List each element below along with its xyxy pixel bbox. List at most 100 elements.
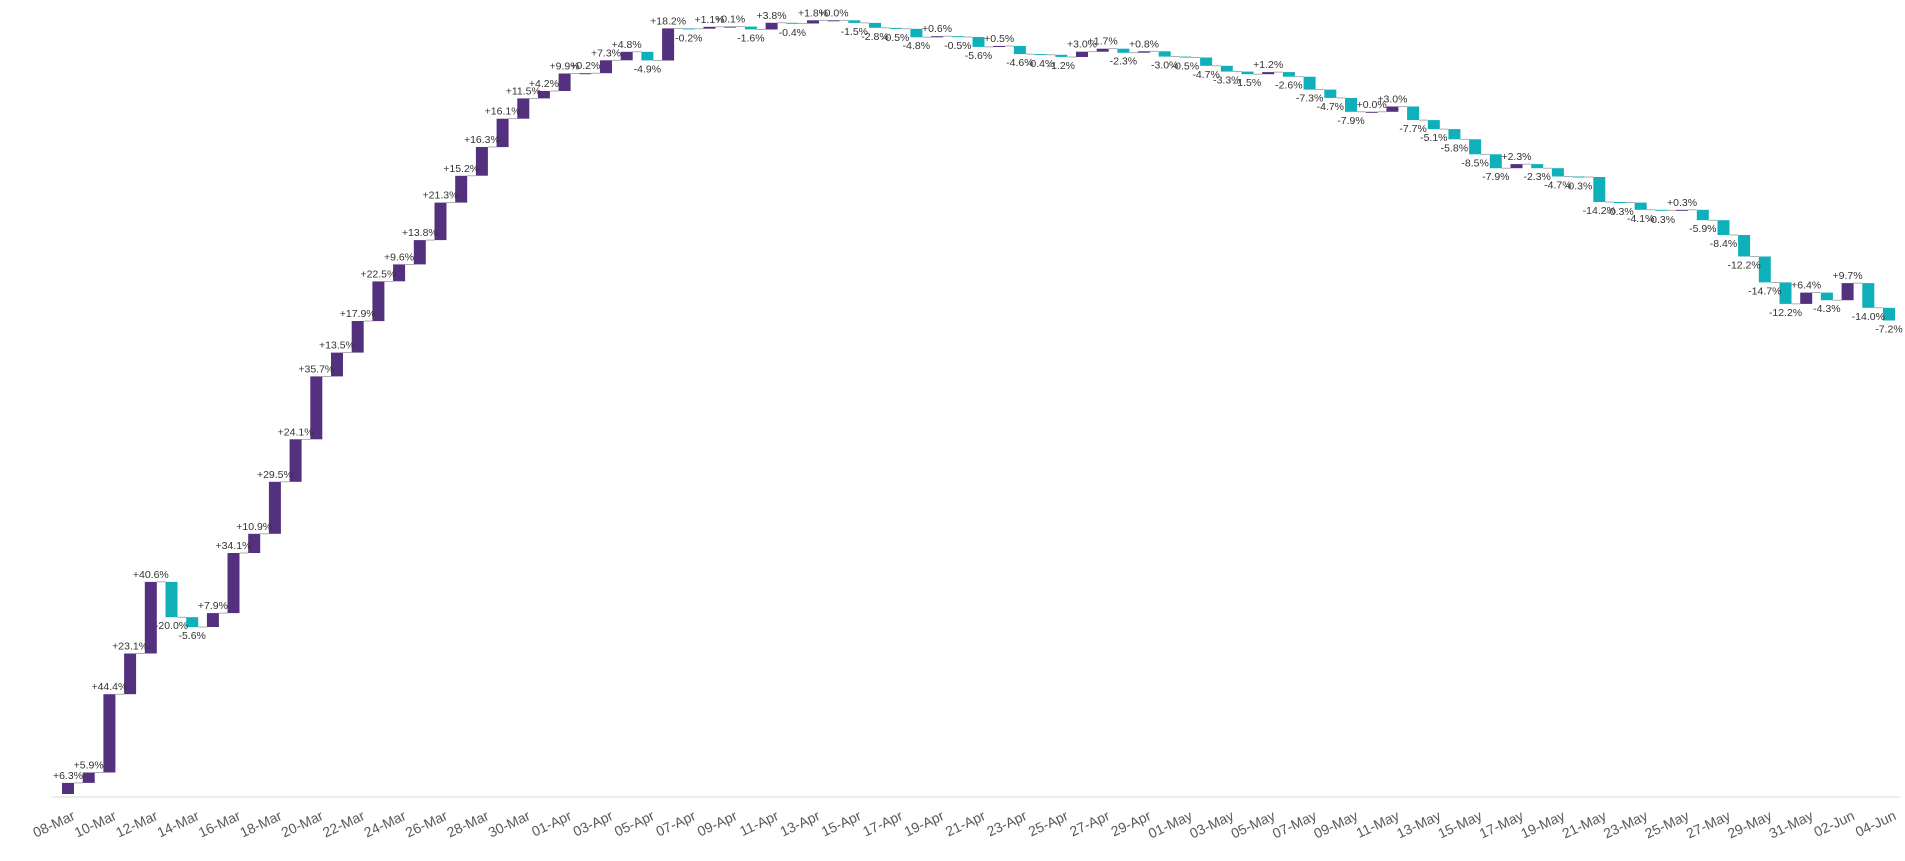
waterfall-bar-07-Apr	[682, 28, 695, 30]
x-tick-label: 07-Apr	[653, 807, 698, 839]
data-label-21-Apr: -5.6%	[965, 50, 992, 62]
x-tick-label: 15-May	[1435, 807, 1484, 841]
data-label-25-May: +0.3%	[1667, 197, 1697, 209]
data-label-04-Apr: +4.8%	[612, 39, 642, 51]
data-label-26-Apr: +3.0%	[1067, 39, 1097, 51]
data-label-06-Apr: +18.2%	[650, 15, 686, 27]
waterfall-bar-05-May	[1262, 72, 1275, 75]
x-tick-label: 23-Apr	[984, 807, 1029, 839]
x-tick-label: 17-May	[1477, 807, 1526, 841]
data-label-16-May: -7.9%	[1482, 171, 1509, 183]
data-label-28-May: -12.2%	[1727, 260, 1760, 272]
waterfall-bar-02-May	[1200, 57, 1213, 66]
waterfall-bar-16-Apr	[869, 22, 881, 28]
data-label-26-May: -5.9%	[1689, 223, 1716, 235]
waterfall-bar-23-Apr	[1013, 46, 1026, 55]
data-label-11-May: +3.0%	[1377, 94, 1407, 106]
data-label-02-Jun: +9.7%	[1833, 270, 1863, 282]
waterfall-bar-12-Mar	[144, 581, 157, 654]
data-label-09-Mar: +5.9%	[74, 760, 104, 772]
data-label-12-Apr: -0.4%	[779, 27, 806, 39]
x-tick-label: 13-Apr	[777, 807, 822, 839]
data-label-07-May: -7.3%	[1296, 93, 1323, 105]
data-label-15-Apr: -1.5%	[841, 26, 868, 38]
x-tick-label: 28-Mar	[444, 807, 491, 840]
x-tick-label: 02-Jun	[1811, 807, 1857, 840]
x-tick-label: 11-May	[1354, 807, 1402, 841]
x-tick-label: 31-May	[1766, 807, 1815, 841]
data-label-19-Mar: +24.1%	[278, 426, 314, 438]
waterfall-bar-04-Jun	[1883, 307, 1895, 321]
waterfall-bar-20-Apr	[951, 36, 964, 38]
data-label-22-Mar: +17.9%	[340, 308, 376, 320]
data-label-01-Apr: +9.9%	[550, 61, 580, 73]
data-label-26-Mar: +21.3%	[423, 190, 459, 202]
data-label-15-Mar: +7.9%	[198, 600, 228, 612]
waterfall-bar-23-May	[1634, 202, 1647, 210]
data-label-24-Apr: -0.4%	[1027, 58, 1054, 70]
data-label-12-Mar: +40.6%	[133, 569, 169, 581]
waterfall-bar-24-Apr	[1034, 54, 1047, 56]
waterfall-bar-21-Mar	[331, 352, 343, 377]
data-label-14-May: -5.8%	[1441, 142, 1468, 154]
waterfall-bar-03-Apr	[600, 60, 612, 74]
connector-lines	[74, 19, 1883, 784]
x-tick-label: 11-Apr	[737, 807, 781, 839]
data-label-27-May: -8.4%	[1710, 238, 1737, 250]
data-label-10-May: +0.0%	[1357, 99, 1387, 111]
waterfall-bar-06-Apr	[662, 28, 675, 61]
data-label-23-Apr: -4.6%	[1006, 57, 1033, 69]
data-label-30-May: -12.2%	[1769, 307, 1802, 319]
data-label-20-Apr: -0.5%	[944, 40, 971, 52]
data-label-01-May: -0.5%	[1172, 61, 1199, 73]
waterfall-bar-18-May	[1531, 164, 1544, 169]
data-label-14-Mar: -5.6%	[178, 630, 205, 642]
data-label-22-Apr: +0.5%	[984, 33, 1014, 45]
data-label-18-Mar: +29.5%	[257, 469, 293, 481]
bar-series	[62, 20, 1895, 794]
waterfall-bar-30-Mar	[517, 98, 530, 119]
data-label-16-Apr: -2.8%	[861, 31, 888, 43]
waterfall-bar-13-Apr	[807, 20, 819, 24]
x-tick-label: 01-May	[1146, 807, 1195, 841]
data-label-31-Mar: +4.2%	[529, 78, 559, 90]
x-tick-label: 14-Mar	[155, 807, 202, 840]
waterfall-bar-13-May	[1427, 120, 1440, 130]
waterfall-bar-26-Apr	[1076, 51, 1088, 57]
waterfall-bar-15-Apr	[848, 20, 861, 23]
x-tick-label: 25-Apr	[1026, 807, 1071, 839]
x-tick-label: 24-Mar	[361, 807, 408, 840]
x-tick-label: 23-May	[1601, 807, 1650, 841]
data-label-03-Jun: -14.0%	[1852, 311, 1885, 323]
waterfall-bar-11-May	[1386, 106, 1399, 112]
x-tick-label: 07-May	[1270, 807, 1319, 841]
x-tick-label: 17-Apr	[860, 807, 905, 839]
data-labels: +6.3%+5.9%+44.4%+23.1%+40.6%-20.0%-5.6%+…	[53, 7, 1903, 782]
waterfall-bar-12-May	[1407, 106, 1420, 121]
x-tick-label: 08-Mar	[30, 807, 77, 840]
waterfall-bar-29-Apr	[1138, 51, 1150, 53]
data-label-29-May: -14.7%	[1748, 285, 1781, 297]
x-tick-label: 09-May	[1311, 807, 1360, 841]
data-label-04-May: -1.5%	[1234, 77, 1261, 89]
waterfall-bar-14-Apr	[827, 20, 840, 22]
waterfall-bar-17-Mar	[248, 533, 261, 553]
waterfall-bar-19-May	[1551, 168, 1564, 177]
x-tick-label: 21-May	[1559, 807, 1608, 841]
waterfall-bar-31-Mar	[537, 91, 550, 99]
data-label-09-Apr: +0.1%	[715, 14, 745, 26]
data-label-22-May: -0.3%	[1606, 206, 1633, 218]
data-label-05-May: +1.2%	[1253, 59, 1283, 71]
waterfall-bar-16-May	[1489, 154, 1502, 169]
data-label-14-Apr: +0.0%	[819, 7, 849, 19]
waterfall-bar-09-May	[1345, 97, 1357, 112]
x-tick-label: 01-Apr	[529, 807, 574, 839]
x-tick-label: 03-May	[1187, 807, 1236, 841]
waterfall-bar-19-Mar	[289, 439, 302, 482]
data-label-29-Apr: +0.8%	[1129, 38, 1159, 50]
waterfall-bar-14-May	[1448, 129, 1461, 140]
data-label-02-Apr: +0.2%	[570, 60, 600, 72]
data-label-06-May: -2.6%	[1275, 80, 1302, 92]
waterfall-bar-24-May	[1655, 209, 1668, 211]
data-label-18-Apr: -4.8%	[903, 40, 930, 52]
